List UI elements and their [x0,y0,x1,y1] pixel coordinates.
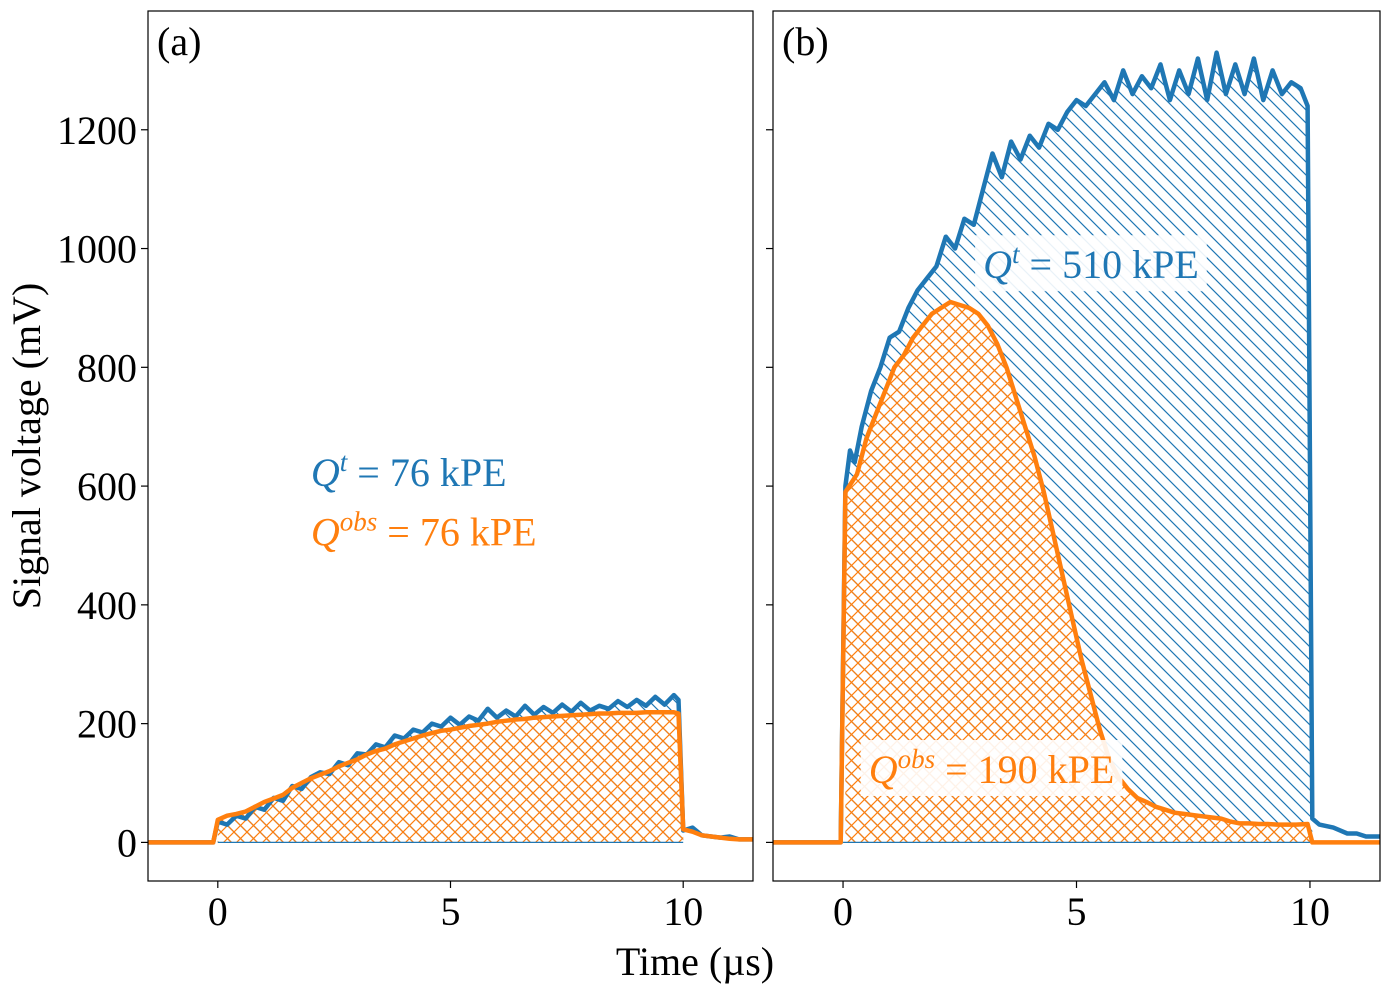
y-axis-title: Signal voltage (mV) [4,283,49,610]
panel-b-annotation: Qobs = 190 kPE [860,740,1123,797]
panel-a-ytick-label: 600 [77,464,137,509]
panel-b-fill-qobs [845,302,1313,843]
annotation-text: Qt = 76 kPE [311,447,507,495]
panel-a-annotation: Qobs = 76 kPE [311,506,537,554]
panel-a-label: (a) [157,19,201,64]
panel-a-yticks: 0 200 400 600 800 1000 1200 [57,108,148,865]
panel-a-xtick-label: 10 [663,889,703,934]
panel-b-xtick-label: 5 [1067,889,1087,934]
panel-a-fill-qobs [217,712,684,843]
panel-a-ytick-label: 800 [77,345,137,390]
panel-a-ytick-label: 400 [77,583,137,628]
panel-a-ytick-label: 200 [77,702,137,747]
panel-b-yticks [766,129,773,843]
panel-b-xticks: 0 5 10 [833,881,1330,934]
panel-b-line-qobs [773,299,1380,845]
panel-b-annotation: Qt = 510 kPE [975,235,1207,292]
panel-b-xtick-label: 0 [833,889,853,934]
annotation-text: Qt = 510 kPE [983,239,1199,287]
annotation-text: Qobs = 190 kPE [869,744,1115,792]
panel-a-annotations: Qt = 76 kPE Qobs = 76 kPE [311,447,537,554]
panel-b-xtick-label: 10 [1290,889,1330,934]
panel-a-xtick-label: 0 [208,889,228,934]
annotation-box [975,235,1207,292]
panel-a: 0 5 10 0 200 400 600 800 1000 1200 (a) Qt = 76 k… [57,10,754,934]
x-axis-title: Time (µs) [616,939,774,984]
panel-a-ytick-label: 0 [117,820,137,865]
panel-b-annotations: Qt = 510 kPE Qobs = 190 kPE [860,235,1207,797]
annotation-text: Qobs = 76 kPE [311,506,537,554]
panel-a-xticks: 0 5 10 [208,881,703,934]
panel-a-annotation: Qt = 76 kPE [311,447,507,495]
panel-a-xtick-label: 5 [441,889,461,934]
panel-b: 0 5 10 (b) Qt = 510 kPE Qobs = 190 kPE [766,10,1381,934]
panel-a-ytick-label: 1000 [57,227,137,272]
annotation-box [860,740,1123,797]
panel-b-label: (b) [782,19,829,64]
panel-a-ytick-label: 1200 [57,108,137,153]
panel-a-line-qobs [148,710,753,845]
panel-b-line-qt [773,50,1380,845]
